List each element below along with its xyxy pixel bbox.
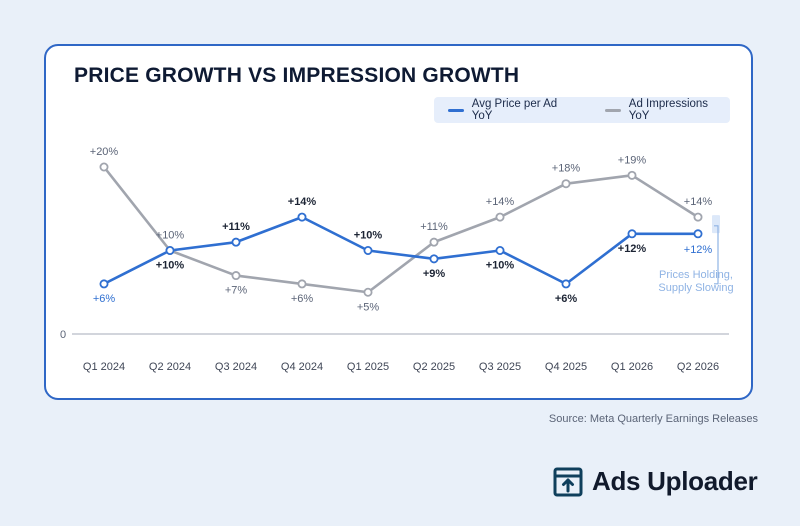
series-1-point-8 [627,170,637,180]
x-tick-label-7: Q4 2025 [545,361,587,373]
x-tick-label-1: Q2 2024 [149,361,191,373]
impressions-label-8: +19% [618,154,647,166]
series-1-point-9 [693,212,703,222]
x-tick-label-2: Q3 2024 [215,361,257,373]
series-0-point-9 [693,229,703,239]
series-1-point-7 [561,179,571,189]
series-0-point-0 [99,279,109,289]
chart-title: PRICE GROWTH VS IMPRESSION GROWTH [74,64,520,87]
chart-legend: Avg Price per Ad YoY Ad Impressions YoY [434,97,730,123]
legend-swatch-impressions [605,108,621,112]
series-1-point-6 [495,212,505,222]
impressions-label-2: +7% [225,285,248,297]
brand-name: Ads Uploader [592,466,758,496]
series-0-point-1 [165,245,175,255]
series-1-point-4 [363,287,373,297]
impressions-label-9: +14% [684,196,713,208]
annotation-bracket [714,225,719,285]
x-tick-label-4: Q1 2025 [347,361,389,373]
price-label-1: +10% [156,260,185,272]
legend-swatch-price [448,108,464,112]
upload-box-icon [553,467,583,496]
impressions-label-1: +10% [156,230,185,242]
annotation-text-0: Prices Holding, [659,269,733,281]
series-line-1 [102,165,700,294]
impressions-label-3: +6% [291,293,314,305]
series-1-point-2 [231,271,241,281]
series-0-point-7 [561,279,571,289]
price-label-2: +11% [222,221,250,233]
series-1-point-5 [429,237,439,247]
impressions-label-5: +11% [420,221,448,233]
legend-label-price: Avg Price per Ad YoY [471,98,558,122]
series-0-point-5 [429,254,439,264]
price-label-8: +12% [618,243,647,255]
annotation-text-1: Supply Slowing [658,282,733,294]
price-label-3: +14% [288,196,317,208]
legend-item-price: Avg Price per Ad YoY [448,98,579,122]
x-tick-label-9: Q2 2026 [677,361,719,373]
source-note: Source: Meta Quarterly Earnings Releases [548,413,758,425]
series-0-point-8 [627,229,637,239]
price-label-9: +12% [684,244,713,256]
brand-logo: Ads Uploader [553,466,758,497]
x-tick-label-3: Q4 2024 [281,361,323,373]
series-1-point-0 [99,162,109,172]
series-0-point-2 [231,237,241,247]
price-label-4: +10% [354,230,383,242]
series-1-point-3 [297,279,307,289]
x-tick-label-8: Q1 2026 [611,361,653,373]
price-label-5: +9% [423,268,446,280]
annotation-marker [712,215,720,234]
y-tick-label: 0 [60,329,66,341]
x-tick-label-0: Q1 2024 [83,361,125,373]
series-0-point-4 [363,245,373,255]
x-tick-label-6: Q3 2025 [479,361,521,373]
legend-label-impressions: Ad Impressions YoY [628,98,709,122]
series-0-point-3 [297,212,307,222]
price-label-6: +10% [486,260,515,272]
impressions-label-7: +18% [552,163,581,175]
price-label-7: +6% [555,293,578,305]
impressions-label-4: +5% [357,301,380,313]
price-label-0: +6% [93,293,116,305]
series-line-0 [102,215,700,286]
impressions-label-6: +14% [486,196,515,208]
series-0-point-6 [495,245,505,255]
legend-item-impressions: Ad Impressions YoY [605,98,730,122]
impressions-label-0: +20% [90,146,119,158]
x-tick-label-5: Q2 2025 [413,361,455,373]
